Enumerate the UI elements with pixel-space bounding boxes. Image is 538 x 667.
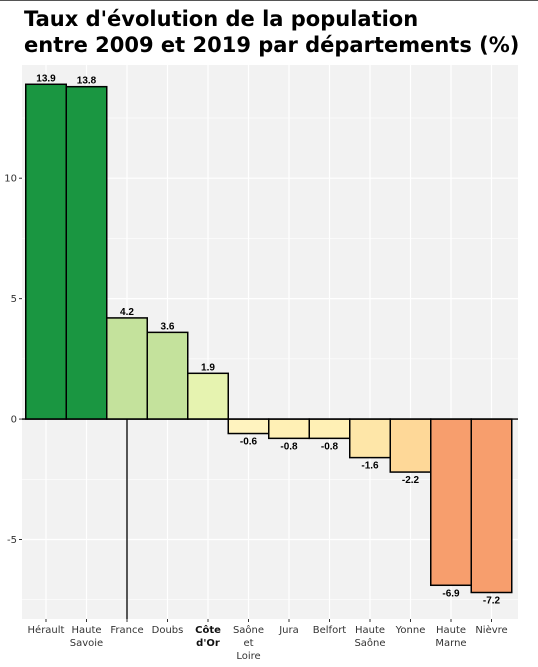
x-tick-label-line: Nièvre xyxy=(475,624,507,636)
bar xyxy=(227,418,270,435)
data-label: -7.2 xyxy=(483,596,501,607)
data-label: 13.9 xyxy=(36,73,56,84)
x-tick-label-line: et xyxy=(243,638,253,649)
data-label: -0.8 xyxy=(321,441,339,452)
x-tick-label-line: Savoie xyxy=(70,638,103,649)
bar xyxy=(349,418,391,459)
x-tick-label-line: France xyxy=(110,625,143,636)
bar xyxy=(106,317,148,420)
x-tick-label: Saône et Loire xyxy=(233,624,264,662)
data-label: 13.8 xyxy=(77,76,97,87)
x-tick-label: Haute Marne xyxy=(435,625,466,649)
bar xyxy=(65,85,108,420)
x-tick-label: Haute Savoie xyxy=(70,625,103,649)
data-label: -2.2 xyxy=(402,475,420,486)
data-label: -1.6 xyxy=(361,461,379,472)
y-tick-label: 5 xyxy=(11,294,17,305)
x-tick-label-line: Hérault xyxy=(28,624,65,636)
x-tick-label: Côte d'Or xyxy=(195,624,221,649)
bar xyxy=(268,418,310,440)
chart-title-line-2: entre 2009 et 2019 par départements (%) xyxy=(24,33,520,57)
x-tick-label-line: Haute xyxy=(436,625,466,636)
y-tick-label: 10 xyxy=(4,174,17,185)
chart-title-line-1: Taux d'évolution de la population xyxy=(24,7,419,31)
x-tick-label-line: Yonne xyxy=(395,625,426,636)
x-tick-label-line: Belfort xyxy=(313,625,347,636)
x-tick-label: Hérault xyxy=(28,624,65,636)
x-tick-label-line: Saône xyxy=(354,637,385,649)
chart-title: Taux d'évolution de la population entre … xyxy=(24,6,534,58)
x-tick-label-line: Marne xyxy=(435,638,466,649)
bar xyxy=(308,418,351,440)
bar xyxy=(25,83,67,420)
data-label: 4.2 xyxy=(120,307,134,318)
data-label: -6.9 xyxy=(442,588,460,599)
x-tick-label-line: Loire xyxy=(236,651,260,662)
data-label: 3.6 xyxy=(161,321,175,332)
x-tick-label-line: d'Or xyxy=(196,638,220,649)
data-label: -0.8 xyxy=(280,441,298,452)
bar xyxy=(389,418,432,473)
data-label: -0.6 xyxy=(240,437,258,448)
bar xyxy=(187,372,229,420)
y-tick-label: 0 xyxy=(11,415,17,426)
x-tick-label: Yonne xyxy=(395,625,426,636)
x-tick-label-line: Jura xyxy=(278,625,299,636)
y-tick-label: -5 xyxy=(7,535,17,546)
x-tick-label: Belfort xyxy=(313,625,347,636)
data-label: 1.9 xyxy=(201,362,215,373)
bar xyxy=(146,331,189,420)
x-tick-label: Haute Saône xyxy=(354,625,385,649)
x-tick-label: Doubs xyxy=(152,625,184,636)
x-tick-label-line: Doubs xyxy=(152,625,184,636)
x-tick-label-line: Haute xyxy=(71,625,101,636)
x-tick-label-line: Côte xyxy=(195,624,221,636)
x-tick-label: France xyxy=(110,625,143,636)
x-tick-label-line: Haute xyxy=(355,625,385,636)
bar xyxy=(430,418,472,587)
top-border xyxy=(0,0,538,1)
x-tick-label: Nièvre xyxy=(475,624,507,636)
bar xyxy=(470,418,513,594)
x-tick-label: Jura xyxy=(278,625,299,636)
x-tick-label-line: Saône xyxy=(233,624,264,636)
